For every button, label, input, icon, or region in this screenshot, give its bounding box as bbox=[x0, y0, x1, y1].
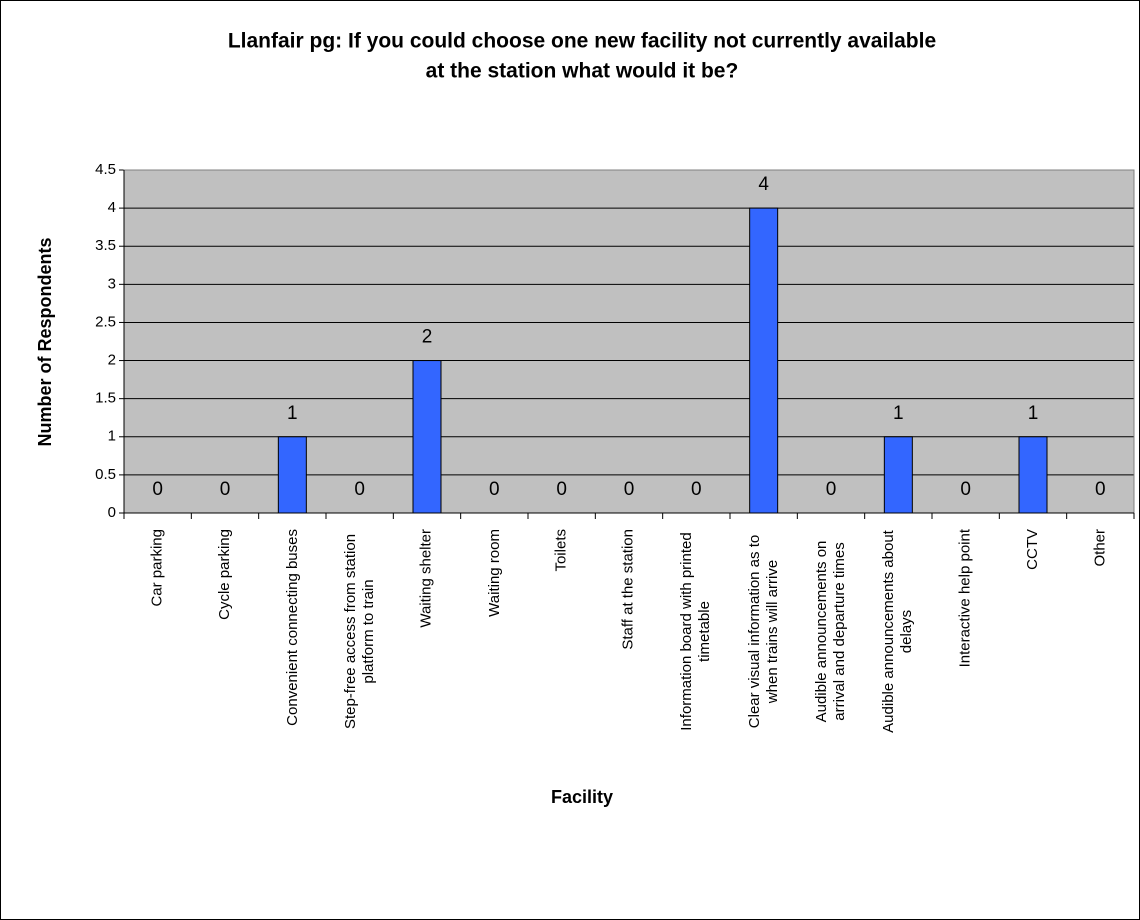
y-tick-label: 1 bbox=[108, 428, 116, 445]
x-tick-label: Toilets bbox=[552, 529, 570, 572]
data-label: 0 bbox=[624, 479, 635, 500]
data-label: 1 bbox=[893, 403, 904, 424]
x-tick-label: Information board with printed timetable bbox=[678, 532, 714, 731]
x-tick-label: Car parking bbox=[148, 529, 166, 607]
data-label: 2 bbox=[422, 327, 433, 348]
data-label: 1 bbox=[1028, 403, 1039, 424]
data-label: 0 bbox=[152, 479, 163, 500]
x-tick-label: Waiting room bbox=[485, 529, 503, 617]
x-tick-label: Audible announcements about delays bbox=[880, 530, 916, 733]
bar bbox=[412, 360, 442, 514]
y-tick-label: 2 bbox=[108, 352, 116, 369]
y-tick-label: 4.5 bbox=[95, 161, 116, 178]
y-tick-label: 0.5 bbox=[95, 466, 116, 483]
x-tick-label: Clear visual information as to when trai… bbox=[745, 534, 781, 729]
bar bbox=[749, 207, 779, 514]
x-tick-label: Interactive help point bbox=[956, 529, 974, 668]
y-tick-label: 4 bbox=[108, 199, 116, 216]
chart-title: Llanfair pg: If you could choose one new… bbox=[228, 30, 936, 53]
y-tick-label: 3 bbox=[108, 275, 116, 292]
data-label: 0 bbox=[354, 479, 365, 500]
data-label: 1 bbox=[287, 403, 298, 424]
data-label: 0 bbox=[960, 479, 971, 500]
x-tick-label: Waiting shelter bbox=[418, 529, 435, 628]
data-label: 0 bbox=[556, 479, 567, 500]
chart-title: at the station what would it be? bbox=[426, 60, 739, 83]
bar bbox=[277, 436, 307, 514]
y-tick-label: 2.5 bbox=[95, 313, 116, 330]
data-label: 0 bbox=[826, 479, 837, 500]
x-axis-title: Facility bbox=[551, 787, 613, 807]
bar bbox=[1018, 436, 1048, 514]
data-label: 4 bbox=[758, 174, 769, 195]
x-tick-label: CCTV bbox=[1024, 529, 1041, 570]
data-label: 0 bbox=[220, 479, 231, 500]
data-label: 0 bbox=[489, 479, 500, 500]
x-tick-label: Staff at the station bbox=[620, 529, 637, 650]
x-tick-label: Other bbox=[1091, 529, 1109, 567]
x-tick-label: Audible announcements on arrival and dep… bbox=[813, 540, 848, 723]
data-label: 0 bbox=[691, 479, 702, 500]
y-axis-title: Number of Respondents bbox=[35, 237, 55, 446]
bar bbox=[883, 436, 913, 514]
x-tick-label: Convenient connecting buses bbox=[283, 529, 301, 726]
x-tick-label: Cycle parking bbox=[216, 529, 233, 620]
y-tick-label: 0 bbox=[108, 504, 116, 521]
x-tick-label: Step-free access from station platform t… bbox=[341, 533, 377, 730]
plot-area bbox=[124, 170, 1134, 513]
y-tick-label: 1.5 bbox=[95, 390, 116, 407]
y-tick-label: 3.5 bbox=[95, 237, 116, 254]
data-label: 0 bbox=[1095, 479, 1106, 500]
